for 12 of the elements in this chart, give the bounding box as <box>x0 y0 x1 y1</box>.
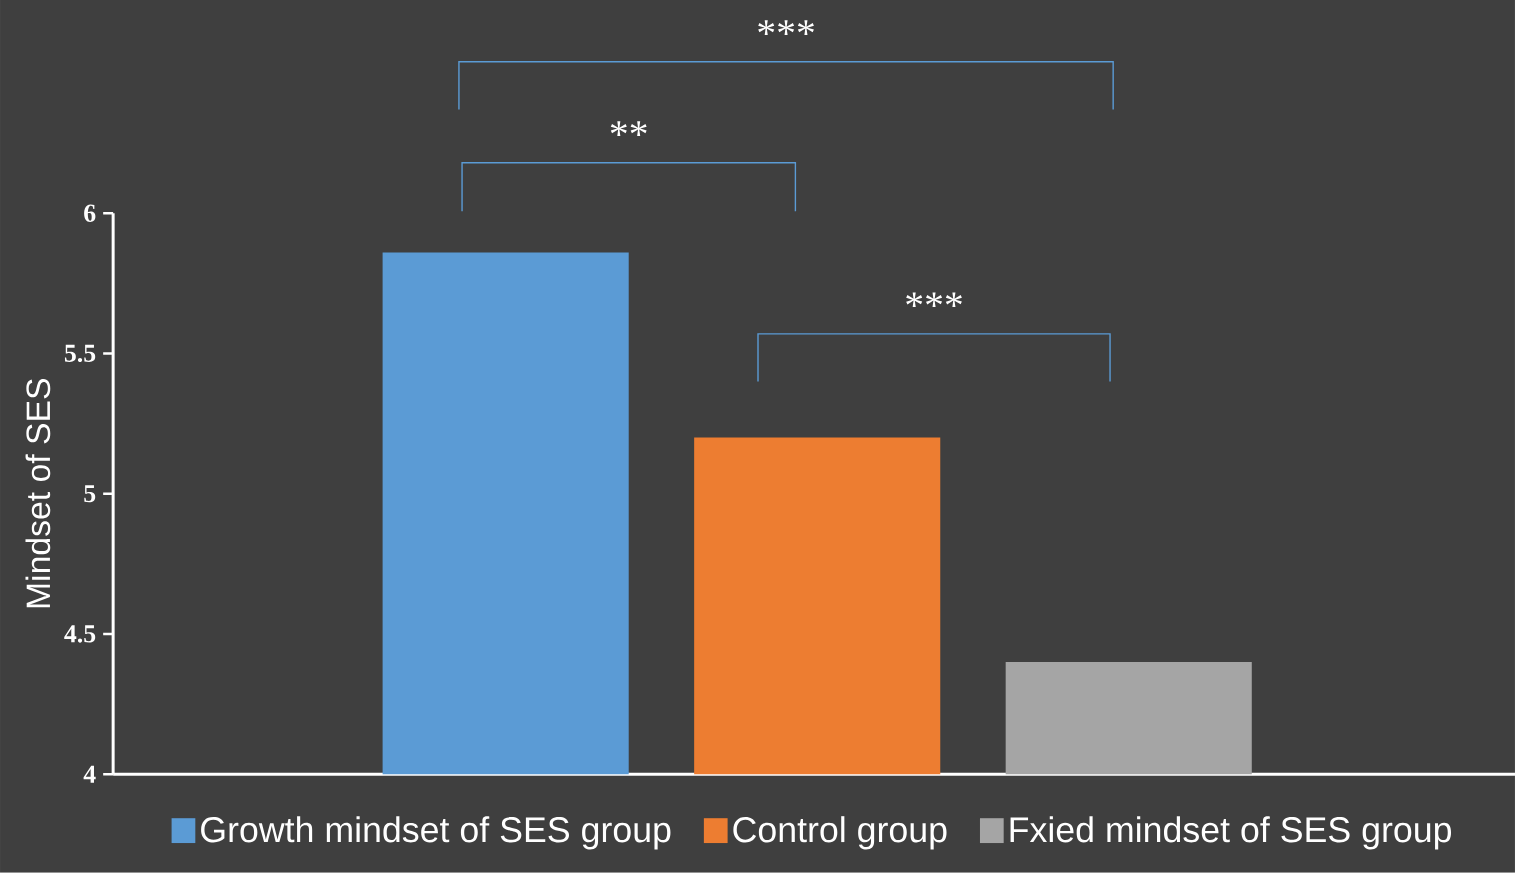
y-axis-title: Mindset of SES <box>25 379 51 608</box>
y-tick-label: 6 <box>84 204 96 222</box>
y-tick-label: 4.5 <box>64 625 96 643</box>
y-tick-label: 4 <box>83 765 96 783</box>
legend-label: Control group <box>733 816 947 850</box>
text: ** <box>610 121 647 136</box>
y-tick-label: 5.5 <box>64 344 96 363</box>
y-tick-label: 5 <box>84 485 96 503</box>
legend-label: Growth mindset of SES group <box>201 816 671 850</box>
legend-label: Fxied mindset of SES group <box>1010 816 1452 850</box>
annotation: *** <box>906 292 962 308</box>
text: *** <box>758 20 814 36</box>
